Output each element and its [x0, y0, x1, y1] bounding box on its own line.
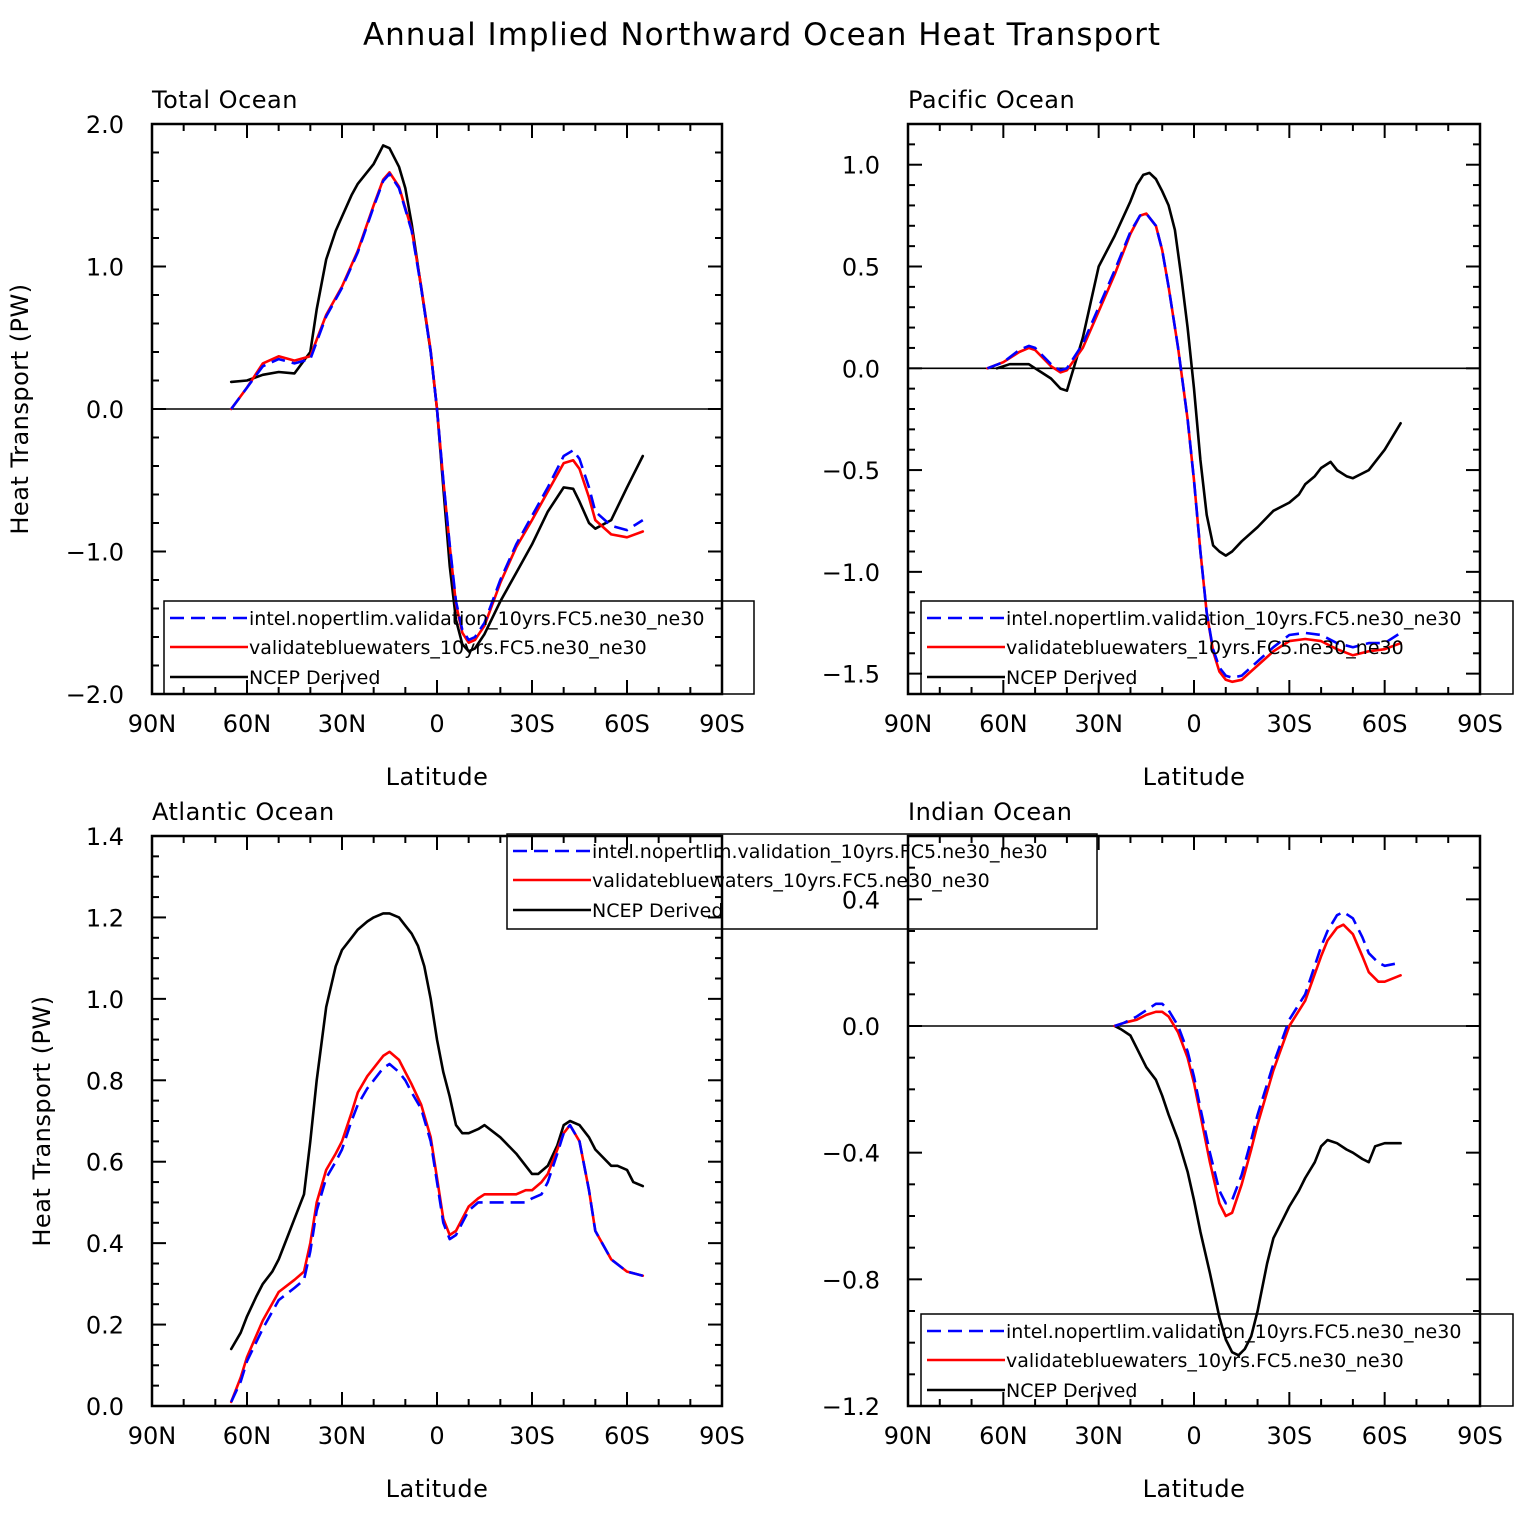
panel-title: Indian Ocean: [908, 798, 1073, 826]
x-tick-label: 60S: [604, 1422, 650, 1450]
y-tick-label: 1.0: [86, 986, 124, 1014]
y-tick-label: 0.2: [86, 1312, 124, 1340]
x-tick-label: 90N: [128, 710, 177, 738]
y-tick-label: −0.8: [822, 1266, 880, 1294]
y-tick-label: 0.4: [86, 1230, 124, 1258]
x-tick-label: 30N: [318, 710, 367, 738]
x-tick-label: 60N: [223, 710, 272, 738]
x-tick-label: 90S: [1457, 1422, 1503, 1450]
y-tick-label: 1.2: [86, 904, 124, 932]
legend-entry: NCEP Derived: [1006, 1380, 1137, 1402]
panel-indian-ocean: Indian Ocean 90N 60N 30N 0 30S 60S 90S −1.2 −0.8 −…: [822, 798, 1514, 1503]
y-tick-label: −0.4: [822, 1140, 880, 1168]
x-tick-label: 60N: [979, 1422, 1028, 1450]
panel-title: Total Ocean: [151, 86, 298, 114]
legend-entry: NCEP Derived: [592, 900, 723, 922]
x-tick-label: 30S: [1266, 710, 1312, 738]
x-tick-label: 60S: [604, 710, 650, 738]
y-tick-label: 0.0: [842, 355, 880, 383]
legend-entry: intel.nopertlim.validation_10yrs.FC5.ne3…: [1006, 1321, 1461, 1343]
legend: intel.nopertlim.validation_10yrs.FC5.ne3…: [506, 833, 1098, 930]
series-line-model2: [229, 171, 645, 645]
y-tick-label: 0.0: [842, 1013, 880, 1041]
panel-title: Atlantic Ocean: [152, 798, 335, 826]
legend-box: [920, 600, 1514, 695]
panel-atlantic-ocean: Atlantic Ocean 90N 60N 30N 0 30S 60S 90S 0.0 0.2 0…: [28, 798, 1098, 1503]
series-line-ncep: [1113, 1024, 1402, 1357]
legend-box: [163, 600, 755, 695]
x-tick-label: 30S: [509, 1422, 555, 1450]
y-tick-label: −1.0: [66, 539, 124, 567]
x-tick-label: 30N: [1074, 710, 1123, 738]
y-tick-label: −2.0: [66, 681, 124, 709]
panel-pacific-ocean: Pacific Ocean 90N 60N 30N 0 30S 60S 90S −1.5 −1.0…: [822, 86, 1514, 791]
y-tick-label: −1.0: [822, 559, 880, 587]
series-line-model2: [229, 1050, 645, 1404]
y-tick-label: 0.5: [842, 254, 880, 282]
y-tick-label: −0.5: [822, 457, 880, 485]
x-tick-label: 0: [1186, 1422, 1201, 1450]
panel-total-ocean: Total Ocean 90N 60N 30N 0 30S 60S 90S −2.0 −1.0 0.…: [6, 86, 755, 791]
series-line-ncep: [229, 912, 645, 1351]
legend: intel.nopertlim.validation_10yrs.FC5.ne3…: [163, 600, 755, 695]
series-line-model1: [986, 212, 1402, 680]
y-tick-label: −1.5: [822, 661, 880, 689]
x-axis-label: Latitude: [1143, 1475, 1246, 1503]
series-line-model1: [230, 1062, 644, 1403]
legend-entry: validatebluewaters_10yrs.FC5.ne30_ne30: [592, 870, 990, 892]
x-tick-label: 90N: [884, 1422, 933, 1450]
x-tick-label: 30N: [1074, 1422, 1123, 1450]
legend-entry: validatebluewaters_10yrs.FC5.ne30_ne30: [1006, 637, 1404, 659]
series-line-ncep: [995, 171, 1402, 557]
series-line-model2: [986, 212, 1402, 684]
x-tick-label: 90S: [1457, 710, 1503, 738]
x-tick-label: 0: [1186, 710, 1201, 738]
y-axis-label: Heat Transport (PW): [28, 995, 56, 1246]
x-tick-label: 90N: [128, 1422, 177, 1450]
y-tick-label: −1.2: [822, 1393, 880, 1421]
x-tick-label: 60N: [223, 1422, 272, 1450]
y-tick-label: 0.4: [842, 886, 880, 914]
x-axis-label: Latitude: [386, 763, 489, 791]
x-tick-label: 30S: [509, 710, 555, 738]
figure-title: Annual Implied Northward Ocean Heat Tran…: [363, 17, 1161, 53]
legend-box: [506, 833, 1098, 930]
series-line-model1: [230, 172, 644, 642]
x-axis-label: Latitude: [386, 1475, 489, 1503]
panel-title: Pacific Ocean: [908, 86, 1075, 114]
x-tick-label: 30S: [1266, 1422, 1312, 1450]
y-tick-label: 2.0: [86, 111, 124, 139]
legend-box: [920, 1313, 1514, 1407]
legend: intel.nopertlim.validation_10yrs.FC5.ne3…: [920, 600, 1514, 695]
y-tick-label: 1.4: [86, 823, 124, 851]
x-tick-label: 30N: [318, 1422, 367, 1450]
y-tick-label: 1.0: [86, 254, 124, 282]
y-tick-label: 1.0: [842, 152, 880, 180]
y-axis-label: Heat Transport (PW): [6, 283, 34, 534]
x-tick-label: 60S: [1362, 710, 1408, 738]
x-tick-label: 90N: [884, 710, 933, 738]
y-tick-label: 0.0: [86, 396, 124, 424]
legend-entry: validatebluewaters_10yrs.FC5.ne30_ne30: [1006, 1350, 1404, 1372]
x-tick-label: 60N: [979, 710, 1028, 738]
x-tick-label: 60S: [1362, 1422, 1408, 1450]
legend-entry: NCEP Derived: [249, 667, 380, 689]
series-line-model2: [1113, 923, 1402, 1218]
x-axis-label: Latitude: [1143, 763, 1246, 791]
legend-entry: intel.nopertlim.validation_10yrs.FC5.ne3…: [1006, 608, 1461, 630]
legend-entry: NCEP Derived: [1006, 667, 1137, 689]
x-tick-label: 0: [429, 1422, 444, 1450]
legend-entry: validatebluewaters_10yrs.FC5.ne30_ne30: [249, 637, 647, 659]
y-tick-label: 0.8: [86, 1067, 124, 1095]
legend-entry: intel.nopertlim.validation_10yrs.FC5.ne3…: [592, 841, 1047, 863]
x-tick-label: 90S: [699, 710, 745, 738]
legend: intel.nopertlim.validation_10yrs.FC5.ne3…: [920, 1313, 1514, 1407]
legend-entry: intel.nopertlim.validation_10yrs.FC5.ne3…: [249, 608, 704, 630]
series-line-model1: [1114, 910, 1401, 1205]
x-tick-label: 0: [429, 710, 444, 738]
y-tick-label: 0.0: [86, 1393, 124, 1421]
x-tick-label: 90S: [699, 1422, 745, 1450]
y-tick-label: 0.6: [86, 1149, 124, 1177]
